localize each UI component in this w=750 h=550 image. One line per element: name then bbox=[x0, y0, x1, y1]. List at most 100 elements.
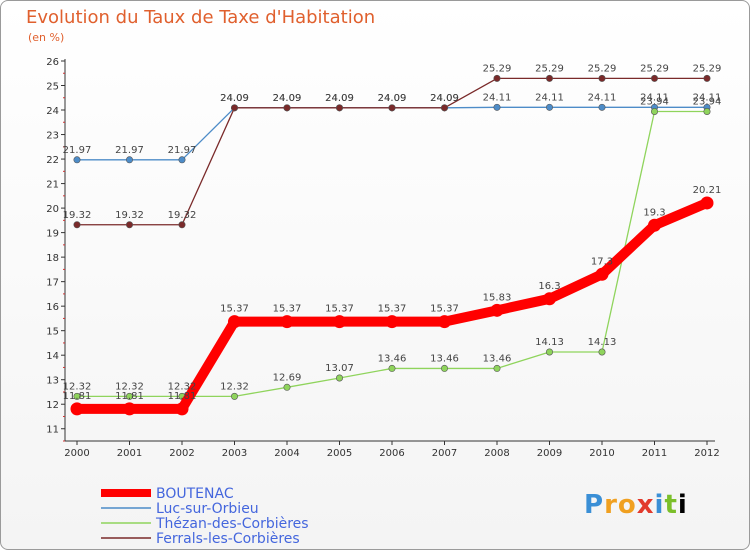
data-point bbox=[598, 103, 606, 111]
data-point bbox=[178, 156, 186, 164]
x-tick-label: 2012 bbox=[694, 448, 719, 459]
data-label: 24.09 bbox=[220, 93, 249, 104]
data-label: 24.09 bbox=[273, 93, 302, 104]
data-point bbox=[333, 315, 346, 329]
chart-subtitle: (en %) bbox=[28, 31, 65, 44]
y-tick-label: 25 bbox=[46, 82, 59, 93]
logo-letter: o bbox=[617, 490, 637, 520]
data-label: 15.37 bbox=[430, 304, 459, 315]
data-label: 19.32 bbox=[115, 210, 144, 221]
data-label: 12.32 bbox=[115, 381, 144, 392]
data-label: 25.29 bbox=[588, 63, 617, 74]
x-tick-label: 2010 bbox=[589, 448, 614, 459]
data-labels: 21.97 21.97 21.97 24.09 24.09 24.09 24.09 24.09… bbox=[63, 63, 722, 401]
legend-label: Thézan-des-Corbières bbox=[155, 516, 309, 532]
data-label: 15.37 bbox=[273, 304, 302, 315]
data-label: 13.46 bbox=[430, 353, 459, 364]
data-label: 24.11 bbox=[640, 92, 669, 103]
data-point bbox=[543, 292, 556, 306]
data-label: 24.09 bbox=[430, 93, 459, 104]
x-tick-label: 2001 bbox=[117, 448, 142, 459]
data-point bbox=[493, 364, 501, 372]
data-point bbox=[70, 402, 84, 416]
data-label: 12.69 bbox=[273, 372, 302, 383]
data-label: 24.09 bbox=[378, 93, 407, 104]
data-label: 14.13 bbox=[535, 337, 564, 348]
x-tick-label: 2000 bbox=[64, 448, 89, 459]
data-label: 15.83 bbox=[483, 292, 512, 303]
data-point bbox=[126, 156, 134, 164]
data-point bbox=[73, 392, 81, 400]
x-tick-label: 2004 bbox=[274, 448, 299, 459]
logo-letter: P bbox=[584, 490, 605, 520]
data-label: 11.81 bbox=[63, 391, 92, 402]
data-label: 25.29 bbox=[535, 63, 564, 74]
data-point bbox=[440, 364, 448, 372]
data-point bbox=[126, 392, 134, 400]
data-label: 16.3 bbox=[538, 281, 560, 292]
data-label: 24.09 bbox=[325, 93, 354, 104]
data-point bbox=[438, 315, 451, 329]
data-label: 24.11 bbox=[535, 92, 564, 103]
data-point bbox=[385, 315, 399, 329]
y-tick-label: 11 bbox=[46, 425, 59, 436]
data-point bbox=[73, 156, 81, 164]
data-point bbox=[126, 221, 134, 229]
data-label: 17.3 bbox=[591, 256, 613, 267]
data-point bbox=[231, 392, 239, 400]
data-label: 24.09 bbox=[378, 93, 407, 104]
logo-letter: t bbox=[664, 490, 678, 520]
data-point bbox=[175, 402, 189, 416]
y-tick-label: 22 bbox=[46, 155, 59, 166]
y-tick-label: 17 bbox=[46, 278, 59, 289]
data-point bbox=[178, 221, 186, 229]
data-point bbox=[545, 348, 553, 356]
y-tick-label: 20 bbox=[46, 204, 59, 215]
data-label: 19.3 bbox=[643, 207, 665, 218]
data-point bbox=[595, 267, 609, 281]
data-point bbox=[490, 303, 504, 317]
data-label: 13.46 bbox=[378, 353, 407, 364]
legend-label: Ferrals-les-Corbières bbox=[156, 531, 300, 547]
data-label: 21.97 bbox=[115, 145, 144, 156]
series-layer bbox=[70, 74, 714, 416]
data-label: 13.07 bbox=[325, 363, 354, 374]
data-label: 24.11 bbox=[693, 92, 722, 103]
data-point bbox=[231, 104, 239, 112]
y-tick-label: 26 bbox=[46, 57, 59, 68]
data-label: 12.32 bbox=[220, 381, 249, 392]
data-label: 25.29 bbox=[693, 63, 722, 74]
data-label: 12.32 bbox=[168, 381, 197, 392]
y-tick-label: 21 bbox=[46, 180, 59, 191]
logo-letter: i bbox=[677, 490, 688, 520]
data-label: 24.11 bbox=[483, 92, 512, 103]
axes: 11 12 13 14 15 16 17 18 19 20 21 22 23 24 25 26 2000 2001… bbox=[46, 57, 719, 459]
chart-title: Evolution du Taux de Taxe d'Habitation bbox=[26, 7, 376, 28]
data-label: 19.32 bbox=[63, 210, 92, 221]
data-point bbox=[228, 315, 241, 329]
data-label: 24.09 bbox=[430, 93, 459, 104]
data-point bbox=[493, 74, 501, 82]
data-label: 23.94 bbox=[693, 97, 722, 108]
legend-label: BOUTENAC bbox=[156, 486, 234, 502]
data-point bbox=[335, 374, 343, 382]
data-label: 25.29 bbox=[483, 63, 512, 74]
logo-letter: r bbox=[604, 490, 618, 520]
data-label: 21.97 bbox=[63, 145, 92, 156]
data-point bbox=[388, 364, 396, 372]
data-point bbox=[493, 103, 501, 111]
data-point bbox=[388, 104, 396, 112]
data-label: 24.09 bbox=[325, 93, 354, 104]
logo-letter: i bbox=[654, 490, 665, 520]
data-label: 20.21 bbox=[693, 185, 722, 196]
data-label: 19.32 bbox=[168, 210, 197, 221]
data-label: 23.94 bbox=[640, 97, 669, 108]
proxiti-logo: Proxiti bbox=[584, 490, 688, 520]
data-point bbox=[545, 74, 553, 82]
x-tick-label: 2011 bbox=[642, 448, 667, 459]
data-point bbox=[598, 74, 606, 82]
data-point bbox=[440, 104, 448, 112]
x-tick-label: 2006 bbox=[379, 448, 404, 459]
data-label: 15.37 bbox=[325, 304, 354, 315]
